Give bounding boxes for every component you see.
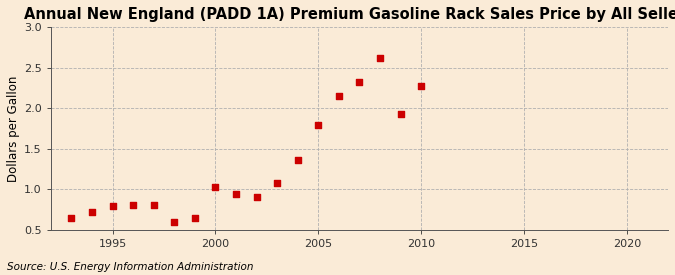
Point	[313, 123, 324, 128]
Point	[251, 194, 262, 199]
Point	[169, 219, 180, 224]
Title: Annual New England (PADD 1A) Premium Gasoline Rack Sales Price by All Sellers: Annual New England (PADD 1A) Premium Gas…	[24, 7, 675, 22]
Point	[128, 203, 138, 208]
Point	[396, 112, 406, 116]
Point	[190, 215, 200, 220]
Y-axis label: Dollars per Gallon: Dollars per Gallon	[7, 75, 20, 182]
Point	[333, 94, 344, 98]
Point	[231, 192, 242, 196]
Point	[107, 204, 118, 208]
Text: Source: U.S. Energy Information Administration: Source: U.S. Energy Information Administ…	[7, 262, 253, 272]
Point	[148, 203, 159, 208]
Point	[416, 83, 427, 88]
Point	[86, 210, 97, 214]
Point	[66, 215, 77, 220]
Point	[292, 158, 303, 162]
Point	[272, 181, 283, 185]
Point	[354, 79, 365, 84]
Point	[210, 185, 221, 189]
Point	[375, 56, 385, 60]
